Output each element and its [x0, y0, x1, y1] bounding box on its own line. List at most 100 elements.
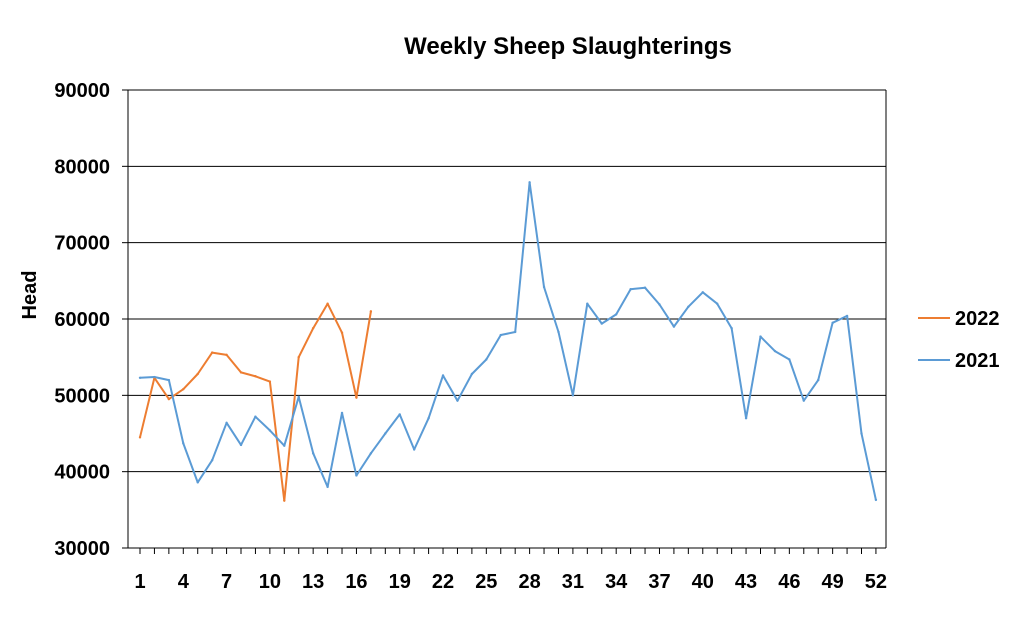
x-tick-label: 34 — [605, 571, 628, 593]
data-point-2021 — [254, 415, 257, 418]
data-point-2022 — [369, 310, 373, 313]
data-point-2021 — [384, 432, 387, 435]
x-tick-label: 1 — [134, 571, 145, 593]
x-tick-label: 13 — [302, 571, 324, 593]
data-point-2021 — [412, 448, 416, 451]
data-point-2021 — [658, 303, 661, 306]
data-point-2021 — [845, 314, 849, 318]
data-point-2021 — [614, 313, 618, 316]
data-point-2022 — [283, 499, 286, 502]
data-point-2021 — [138, 376, 142, 379]
series-lines — [139, 181, 877, 502]
data-point-2021 — [167, 378, 171, 382]
data-point-2021 — [398, 413, 401, 416]
data-point-2021 — [629, 288, 632, 291]
data-point-2021 — [802, 399, 805, 402]
data-point-2021 — [210, 459, 214, 462]
data-points — [138, 181, 878, 502]
data-point-2021 — [225, 421, 228, 425]
data-point-2022 — [167, 397, 171, 401]
x-tick-label: 37 — [648, 571, 670, 593]
x-tick-label: 4 — [178, 571, 190, 593]
data-point-2021 — [687, 305, 690, 308]
data-point-2021 — [788, 358, 791, 361]
data-point-2022 — [254, 375, 257, 378]
data-point-2021 — [485, 358, 488, 361]
data-point-2022 — [225, 353, 228, 357]
y-tick-label: 70000 — [54, 233, 110, 255]
x-tick-label: 52 — [865, 571, 887, 593]
data-point-2022 — [210, 351, 214, 354]
legend-label-2022: 2022 — [955, 308, 1000, 330]
data-point-2022 — [182, 388, 185, 391]
axes — [122, 89, 887, 554]
tick-labels: 30000 40000 50000 60000 70000 80000 90000 1 4 7 10… — [54, 80, 887, 593]
data-point-2021 — [470, 372, 474, 376]
data-point-2021 — [817, 378, 820, 382]
data-point-2021 — [369, 452, 373, 455]
legend-label-2021: 2021 — [955, 350, 1000, 372]
data-point-2021 — [586, 302, 589, 305]
data-point-2022 — [355, 396, 358, 399]
y-tick-label: 90000 — [54, 80, 110, 102]
data-point-2021 — [499, 333, 502, 337]
data-point-2021 — [716, 302, 719, 305]
data-point-2022 — [239, 371, 243, 374]
data-point-2021 — [239, 443, 243, 447]
data-point-2021 — [759, 335, 762, 338]
data-point-2021 — [182, 442, 185, 445]
legend: 2022 2021 — [918, 308, 1000, 372]
data-point-2021 — [860, 432, 863, 435]
data-point-2021 — [557, 330, 560, 334]
y-tick-label: 30000 — [54, 538, 110, 560]
x-tick-label: 16 — [345, 571, 367, 593]
y-tick-label: 40000 — [54, 462, 110, 484]
data-point-2021 — [600, 322, 603, 325]
gridlines — [128, 89, 886, 473]
data-point-2021 — [456, 399, 459, 402]
data-point-2021 — [744, 417, 748, 420]
data-point-2021 — [355, 474, 358, 477]
x-tick-label: 19 — [389, 571, 411, 593]
data-point-2021 — [268, 429, 272, 432]
data-point-2021 — [326, 485, 329, 489]
data-point-2021 — [643, 286, 647, 289]
data-point-2022 — [297, 355, 300, 359]
y-tick-label: 50000 — [54, 385, 110, 407]
data-point-2022 — [196, 372, 199, 376]
data-point-2021 — [874, 498, 878, 502]
data-point-2021 — [283, 444, 286, 447]
data-point-2022 — [340, 331, 344, 334]
x-tick-label: 46 — [778, 571, 800, 593]
x-tick-label: 25 — [475, 571, 497, 593]
data-point-2021 — [831, 321, 834, 325]
x-tick-label: 31 — [562, 571, 584, 593]
data-point-2022 — [311, 326, 315, 330]
data-point-2021 — [701, 291, 704, 294]
data-point-2021 — [311, 452, 315, 455]
y-tick-label: 80000 — [54, 156, 110, 178]
x-tick-label: 43 — [735, 571, 757, 593]
data-point-2021 — [542, 285, 546, 289]
data-point-2022 — [138, 436, 142, 439]
x-tick-label: 7 — [221, 571, 232, 593]
data-point-2021 — [441, 374, 445, 377]
data-point-2022 — [326, 302, 329, 305]
data-point-2021 — [672, 325, 676, 328]
y-axis-label: Head — [19, 271, 41, 320]
series-line-2021 — [139, 181, 877, 501]
y-tick-label: 60000 — [54, 309, 110, 331]
data-point-2021 — [297, 395, 300, 399]
data-point-2021 — [196, 481, 199, 484]
x-tick-label: 40 — [692, 571, 714, 593]
data-point-2021 — [427, 417, 430, 420]
x-tick-label: 28 — [518, 571, 540, 593]
data-point-2021 — [340, 411, 344, 415]
data-point-2021 — [571, 394, 575, 397]
chart-title: Weekly Sheep Slaughterings — [404, 33, 732, 60]
x-tick-label: 10 — [259, 571, 281, 593]
data-point-2021 — [528, 181, 531, 184]
data-point-2022 — [268, 380, 272, 383]
